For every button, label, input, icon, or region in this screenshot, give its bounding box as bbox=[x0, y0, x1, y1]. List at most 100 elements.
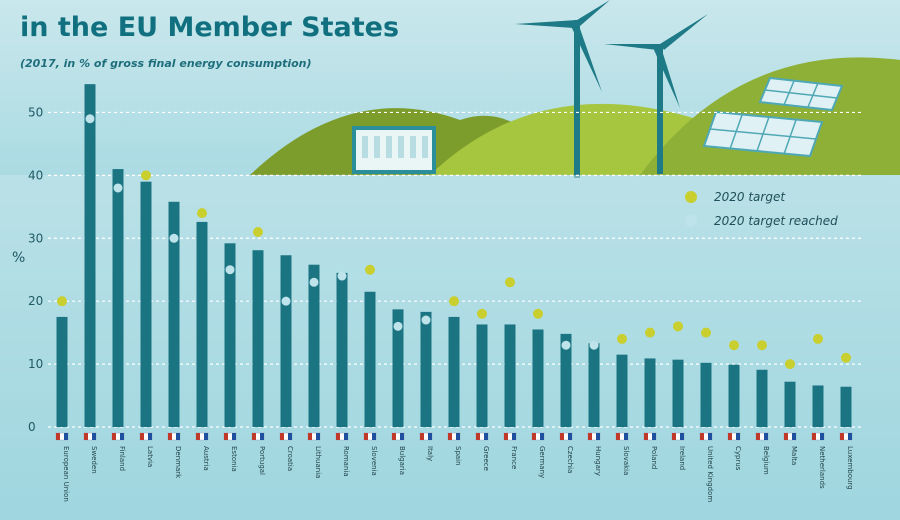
x-tick-label: Luxembourg bbox=[846, 446, 854, 490]
target-marker bbox=[785, 359, 795, 370]
bar bbox=[672, 359, 684, 427]
x-tick-label: Bulgaria bbox=[398, 446, 406, 475]
bar bbox=[756, 369, 768, 427]
flag-icon bbox=[307, 432, 321, 441]
bar bbox=[588, 343, 600, 427]
flag-icon bbox=[167, 432, 181, 441]
bar bbox=[308, 264, 320, 427]
flag-icon bbox=[83, 432, 97, 441]
x-tick-label: Denmark bbox=[174, 446, 182, 479]
target-marker bbox=[253, 226, 263, 237]
target-marker bbox=[365, 264, 375, 275]
bar bbox=[84, 84, 96, 428]
x-tick-label: Estonia bbox=[230, 446, 238, 472]
bar bbox=[224, 243, 236, 427]
y-axis: 0 10 20 30 40 50 bbox=[28, 105, 43, 434]
legend-target-reached-marker bbox=[685, 215, 697, 227]
flag-icon bbox=[139, 432, 153, 441]
flag-icon bbox=[839, 432, 853, 441]
legend: 2020 target 2020 target reached bbox=[685, 190, 838, 228]
flag-icon bbox=[755, 432, 769, 441]
x-tick-label: Italy bbox=[426, 446, 434, 461]
target-reached-marker bbox=[225, 265, 235, 275]
solar-panel-icon bbox=[758, 76, 844, 112]
x-axis: European Union Sweden Finland Latvia Denmark… bbox=[62, 446, 854, 502]
x-tick-label: Lithuania bbox=[314, 446, 322, 478]
bar bbox=[840, 386, 852, 427]
target-reached-marker bbox=[113, 183, 123, 193]
bar bbox=[56, 316, 68, 427]
target-reached-marker bbox=[561, 340, 571, 350]
x-tick-label: Austria bbox=[202, 446, 210, 471]
x-tick-label: Greece bbox=[482, 446, 490, 471]
bar bbox=[168, 201, 180, 427]
flag-icon bbox=[587, 432, 601, 441]
target-marker bbox=[197, 208, 207, 219]
grid bbox=[48, 111, 862, 428]
y-tick-label: 40 bbox=[28, 168, 43, 182]
flag-icon bbox=[55, 432, 69, 441]
target-marker bbox=[449, 296, 459, 307]
bar bbox=[252, 250, 264, 427]
bar bbox=[112, 169, 124, 427]
bar bbox=[476, 324, 488, 427]
bar bbox=[532, 329, 544, 427]
target-reached-marker bbox=[169, 233, 179, 243]
flag-icon bbox=[195, 432, 209, 441]
bar bbox=[700, 362, 712, 427]
y-axis-label: % bbox=[12, 250, 25, 266]
bar bbox=[504, 324, 516, 427]
x-tick-label: Ireland bbox=[678, 446, 686, 470]
x-tick-label: Slovenia bbox=[370, 446, 378, 476]
bar bbox=[616, 354, 628, 427]
dam-icon bbox=[352, 126, 436, 174]
y-tick-label: 20 bbox=[28, 294, 43, 308]
flag-icon bbox=[391, 432, 405, 441]
wind-turbine-icon bbox=[604, 14, 708, 174]
solar-panel-icon bbox=[702, 110, 824, 158]
target-markers bbox=[57, 114, 851, 370]
legend-target-label: 2020 target bbox=[714, 190, 786, 204]
x-tick-label: Romania bbox=[342, 446, 350, 477]
flag-icon bbox=[475, 432, 489, 441]
x-tick-label: Finland bbox=[118, 446, 126, 471]
x-tick-label: United Kingdom bbox=[706, 446, 714, 502]
legend-target-marker bbox=[685, 191, 697, 203]
y-tick-label: 0 bbox=[28, 420, 36, 434]
flag-icon bbox=[531, 432, 545, 441]
x-tick-label: Croatia bbox=[286, 446, 294, 471]
flags bbox=[55, 432, 853, 441]
y-tick-label: 50 bbox=[28, 105, 43, 119]
flag-icon bbox=[111, 432, 125, 441]
x-tick-label: France bbox=[510, 446, 518, 469]
y-tick-label: 30 bbox=[28, 231, 43, 245]
x-tick-label: Cyprus bbox=[734, 446, 742, 471]
bar bbox=[728, 364, 740, 427]
bar bbox=[560, 333, 572, 427]
target-marker bbox=[673, 321, 683, 332]
x-tick-label: Czechia bbox=[566, 446, 574, 473]
legend-target-reached-label: 2020 target reached bbox=[714, 214, 838, 228]
flag-icon bbox=[419, 432, 433, 441]
bar bbox=[196, 221, 208, 427]
bar bbox=[448, 316, 460, 427]
x-tick-label: Sweden bbox=[90, 446, 98, 474]
target-marker bbox=[813, 333, 823, 344]
x-tick-label: Netherlands bbox=[818, 446, 826, 489]
target-marker bbox=[701, 327, 711, 338]
target-reached-marker bbox=[337, 271, 347, 281]
y-tick-label: 10 bbox=[28, 357, 43, 371]
wind-turbine-icon bbox=[515, 0, 610, 178]
x-tick-label: Hungary bbox=[594, 446, 602, 476]
target-marker bbox=[533, 308, 543, 319]
x-tick-label: Portugal bbox=[258, 446, 266, 475]
x-tick-label: Malta bbox=[790, 446, 798, 465]
flag-icon bbox=[559, 432, 573, 441]
flag-icon bbox=[671, 432, 685, 441]
flag-icon bbox=[279, 432, 293, 441]
bar bbox=[336, 272, 348, 427]
x-tick-label: Latvia bbox=[146, 446, 154, 467]
chart-subtitle: (2017, in % of gross final energy consum… bbox=[20, 57, 312, 70]
bar bbox=[140, 181, 152, 427]
